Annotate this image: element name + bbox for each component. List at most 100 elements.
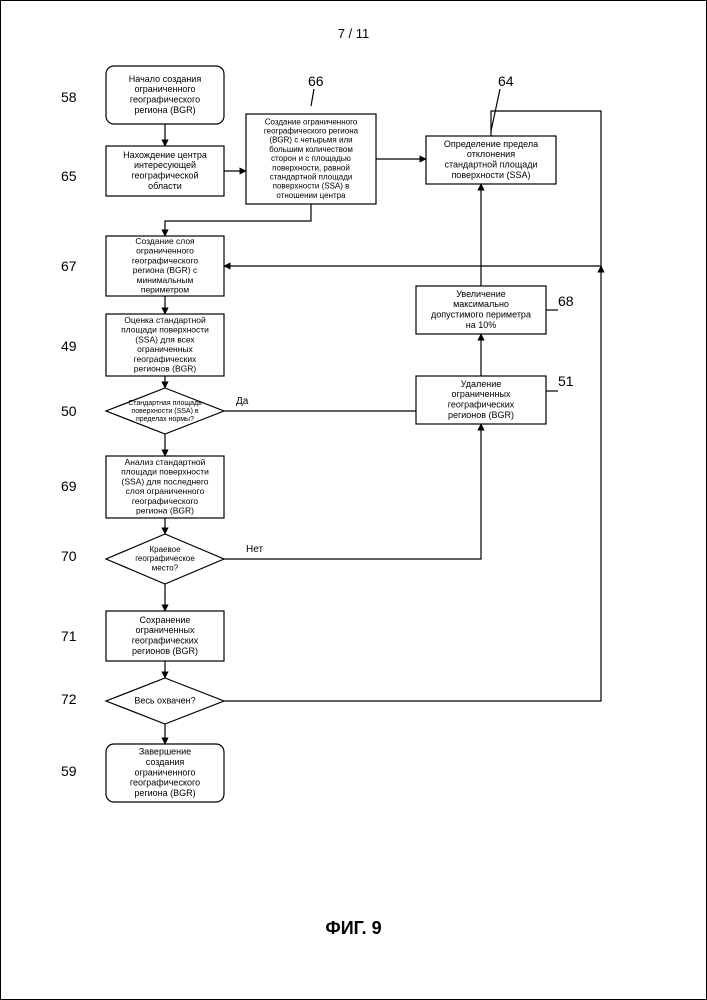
node-text: Стандартная площадь: [128, 400, 202, 407]
flow-node-n67: Создание слояограниченногогеографическог…: [106, 236, 224, 296]
flow-edge: [491, 89, 500, 131]
ref-number: 72: [61, 691, 77, 707]
flow-node-n49: Оценка стандартнойплощади поверхности(SS…: [106, 314, 224, 376]
node-text: ограниченных: [137, 344, 193, 354]
flow-node-n58: Начало созданияограниченногогеографическ…: [106, 66, 224, 124]
flow-node-n59: Завершениесозданияограниченногогеографич…: [106, 744, 224, 802]
node-text: ограниченных: [136, 625, 195, 635]
node-text: поверхности (SSA) в: [131, 408, 198, 415]
node-text: стандартной площади: [270, 173, 353, 182]
node-text: (SSA) для всех: [135, 334, 195, 344]
node-text: Анализ стандартной: [125, 457, 206, 467]
flow-node-n69: Анализ стандартнойплощади поверхности(SS…: [106, 456, 224, 518]
node-text: ограниченного: [136, 246, 194, 256]
ref-number: 50: [61, 403, 77, 419]
node-text: географического: [132, 255, 199, 265]
ref-number: 68: [558, 293, 574, 309]
flow-node-n66: Создание ограниченногогеографического ре…: [246, 114, 376, 204]
node-text: Создание ограниченного: [265, 117, 358, 126]
node-text: региона (BGR): [136, 506, 194, 516]
figure-label: ФИГ. 9: [1, 918, 706, 939]
node-text: Увеличение: [456, 289, 506, 299]
node-text: (BGR) с четырьмя или: [269, 136, 352, 145]
ref-number: 71: [61, 628, 77, 644]
node-text: ограниченного: [134, 767, 195, 777]
flow-node-n64: Определение пределаотклонениястандартной…: [426, 136, 556, 184]
node-text: допустимого периметра: [431, 310, 531, 320]
ref-number: 59: [61, 763, 77, 779]
flow-edge: [165, 204, 311, 236]
edge-label: Нет: [246, 544, 263, 555]
node-text: Завершение: [139, 747, 191, 757]
node-text: географических: [134, 354, 198, 364]
node-text: Начало создания: [129, 74, 202, 84]
node-text: географического региона: [264, 127, 359, 136]
flow-node-n70: Краевоегеографическоеместо?: [106, 534, 224, 584]
node-text: сторон и с площадью: [271, 154, 351, 163]
node-text: слоя ограниченного: [126, 486, 205, 496]
node-text: ограниченных: [452, 389, 511, 399]
flow-node-n51: Удалениеограниченныхгеографическихрегион…: [416, 376, 546, 424]
ref-number: 51: [558, 373, 574, 389]
node-text: географической: [131, 171, 198, 181]
node-text: ограниченного: [134, 84, 195, 94]
flow-edge: [311, 89, 314, 106]
node-text: место?: [152, 563, 179, 572]
node-text: отношении центра: [276, 191, 346, 200]
node-text: стандартной площади: [444, 160, 537, 170]
node-text: на 10%: [466, 320, 497, 330]
node-text: географического: [130, 95, 200, 105]
node-text: области: [148, 181, 182, 191]
node-text: пределах нормы?: [136, 416, 194, 423]
node-text: Весь охвачен?: [134, 695, 195, 705]
node-text: минимальным: [137, 275, 194, 285]
ref-number: 67: [61, 258, 77, 274]
ref-number: 69: [61, 478, 77, 494]
node-text: Сохранение: [140, 615, 191, 625]
node-text: интересующей: [134, 160, 196, 170]
flow-node-n71: Сохранениеограниченныхгеографическихреги…: [106, 611, 224, 661]
page-number: 7 / 11: [1, 26, 706, 41]
node-text: отклонения: [467, 149, 515, 159]
ref-number: 65: [61, 168, 77, 184]
node-text: Удаление: [461, 379, 502, 389]
ref-number: 64: [498, 73, 514, 89]
page: 7 / 11 ФИГ. 9 ДаНетНачало созданияограни…: [0, 0, 707, 1000]
node-text: региона (BGR) с: [133, 265, 198, 275]
ref-number: 49: [61, 338, 77, 354]
node-text: географического: [132, 496, 199, 506]
node-text: Создание слоя: [135, 236, 195, 246]
node-text: региона (BGR): [134, 788, 195, 798]
node-text: регионов (BGR): [132, 646, 198, 656]
node-text: Оценка стандартной: [124, 315, 206, 325]
node-text: Краевое: [149, 545, 181, 554]
node-text: регионов (BGR): [134, 364, 197, 374]
ref-number: 66: [308, 73, 324, 89]
node-text: регионов (BGR): [448, 410, 514, 420]
flow-node-n68: Увеличениемаксимальнодопустимого перимет…: [416, 286, 546, 334]
node-text: создания: [146, 757, 185, 767]
node-text: географического: [130, 778, 200, 788]
node-text: поверхности (SSA) в: [273, 182, 350, 191]
flow-edge: [224, 424, 481, 559]
node-text: географическое: [135, 554, 195, 563]
node-text: географических: [448, 400, 515, 410]
ref-number: 58: [61, 89, 77, 105]
node-text: региона (BGR): [134, 105, 195, 115]
node-text: поверхности (SSA): [451, 170, 530, 180]
node-text: (SSA) для последнего: [121, 476, 208, 486]
flowchart: ДаНетНачало созданияограниченногогеограф…: [46, 56, 646, 886]
flow-node-n50: Стандартная площадьповерхности (SSA) впр…: [106, 388, 224, 434]
node-text: Определение предела: [444, 139, 538, 149]
edge-label: Да: [236, 396, 249, 407]
node-text: поверхности, равной: [272, 163, 350, 172]
flow-node-n65: Нахождение центраинтересующейгеографичес…: [106, 146, 224, 196]
node-text: максимально: [453, 299, 509, 309]
node-text: площади поверхности: [121, 467, 209, 477]
node-text: площади поверхности: [121, 325, 209, 335]
ref-number: 70: [61, 548, 77, 564]
node-text: географических: [132, 636, 199, 646]
node-text: большим количеством: [269, 145, 353, 154]
flow-node-n72: Весь охвачен?: [106, 678, 224, 724]
node-text: периметром: [141, 285, 189, 295]
